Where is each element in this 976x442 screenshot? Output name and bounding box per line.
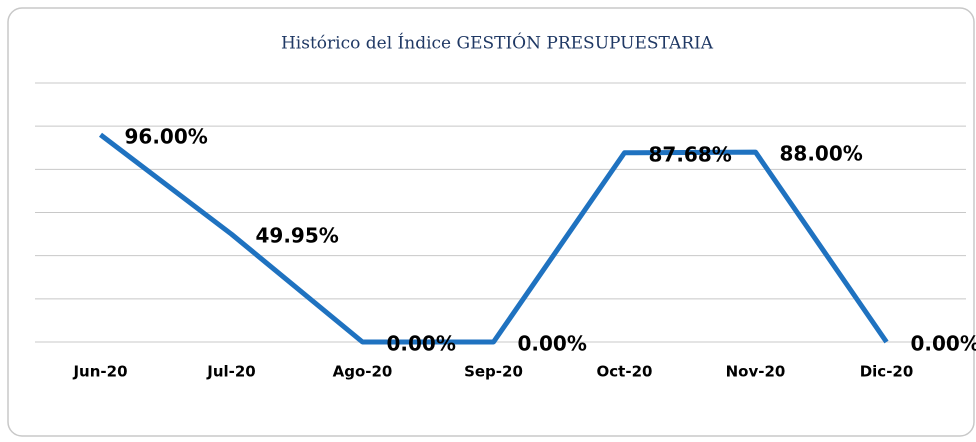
data-label: 0.00% xyxy=(518,332,587,356)
x-tick-label: Dic-20 xyxy=(860,363,914,381)
data-label: 88.00% xyxy=(780,142,863,166)
x-tick-label: Jul-20 xyxy=(206,363,256,381)
chart-border xyxy=(7,7,975,437)
data-label: 49.95% xyxy=(256,224,339,248)
x-tick-label: Oct-20 xyxy=(597,363,653,381)
data-label: 87.68% xyxy=(649,142,732,166)
data-line xyxy=(98,132,889,345)
x-tick-label: Sep-20 xyxy=(464,363,523,381)
x-tick-label: Jun-20 xyxy=(72,363,127,381)
x-tick-label: Ago-20 xyxy=(333,363,393,381)
x-tick-label: Nov-20 xyxy=(726,363,786,381)
data-label: 0.00% xyxy=(387,332,456,356)
chart-title: Histórico del Índice GESTIÓN PRESUPUESTA… xyxy=(281,33,714,54)
data-label: 96.00% xyxy=(125,124,208,148)
data-label: 0.00% xyxy=(911,332,976,356)
